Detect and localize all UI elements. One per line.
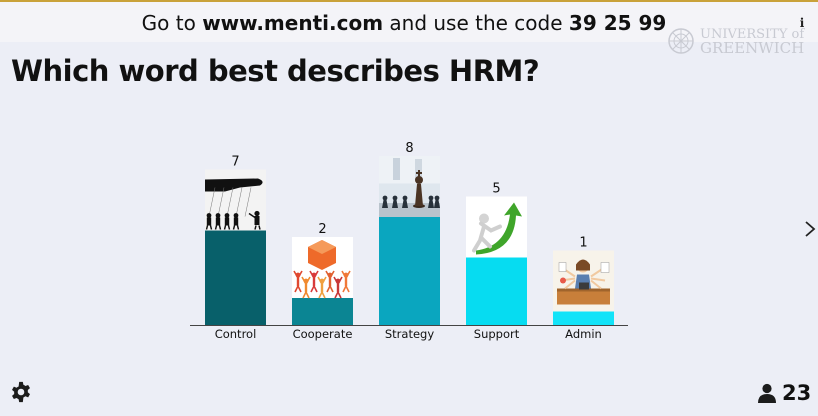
participant-count-value: 23	[782, 381, 812, 405]
team-lifting-cube-image	[292, 237, 353, 299]
value-label-strategy: 8	[405, 141, 413, 156]
category-label-control: Control	[215, 327, 257, 341]
category-label-cooperate: Cooperate	[293, 327, 353, 341]
chevron-right-icon[interactable]	[804, 220, 818, 238]
puppet-hand-image	[205, 169, 266, 231]
participant-count: 23	[758, 381, 811, 405]
category-label-support: Support	[474, 327, 520, 341]
logo-line-2: GREENWICH	[700, 39, 805, 57]
value-label-cooperate: 2	[318, 222, 326, 237]
crest-icon	[668, 28, 694, 54]
logo-line-1: UNIVERSITY of	[700, 27, 805, 42]
join-instructions: Go to www.menti.com and use the code 39 …	[141, 11, 667, 35]
bar-support	[466, 257, 527, 325]
top-accent-line	[0, 0, 818, 2]
bar-cooperate	[292, 298, 353, 325]
value-label-support: 5	[492, 182, 500, 197]
value-label-admin: 1	[579, 236, 587, 251]
menti-url-link[interactable]: www.menti.com	[202, 11, 384, 35]
value-label-control: 7	[231, 155, 239, 170]
question-title: Which word best describes HRM?	[11, 54, 540, 88]
voting-code: 39 25 99	[568, 11, 667, 35]
join-banner: Go to www.menti.com and use the code 39 …	[0, 2, 818, 42]
category-label-strategy: Strategy	[385, 327, 434, 341]
bar-admin	[553, 311, 614, 325]
busy-office-worker-image	[553, 250, 614, 312]
bar-strategy	[379, 217, 440, 325]
figure-pushing-arrow-image	[466, 196, 527, 258]
user-icon	[758, 383, 776, 403]
chess-pieces-image	[379, 156, 440, 217]
bar-control	[205, 230, 266, 325]
university-logo: UNIVERSITY of GREENWICH	[666, 26, 806, 60]
info-icon[interactable]: i	[799, 16, 805, 30]
gear-icon[interactable]	[10, 381, 32, 403]
category-label-admin: Admin	[565, 327, 602, 341]
